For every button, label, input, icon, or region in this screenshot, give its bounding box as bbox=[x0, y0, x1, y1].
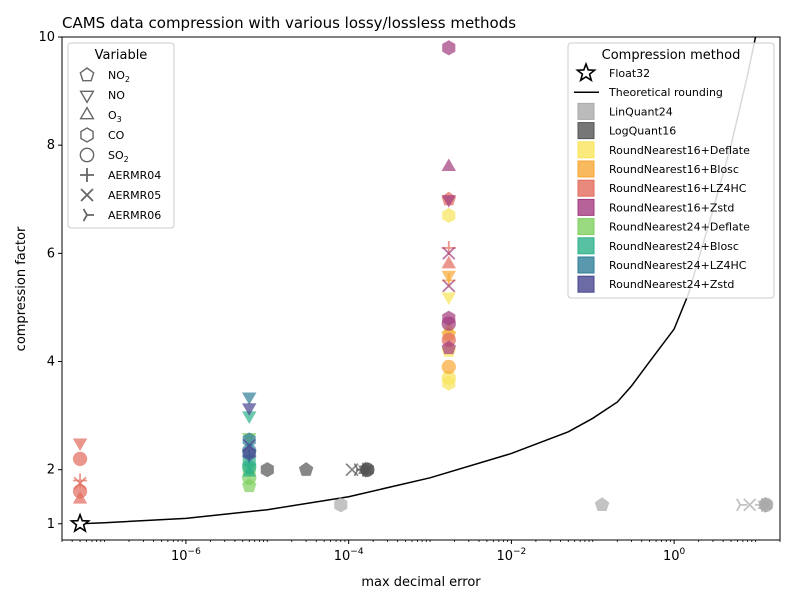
data-point bbox=[241, 403, 257, 416]
legend-marker-triangle-up bbox=[79, 106, 95, 120]
data-point bbox=[72, 451, 88, 467]
data-point bbox=[241, 464, 257, 477]
legend-method-label: Theoretical rounding bbox=[608, 86, 723, 99]
x-tick-label: 100 bbox=[663, 547, 686, 564]
series-roundnearest16-lz4hc bbox=[72, 191, 457, 504]
legend-method-label: RoundNearest24+Blosc bbox=[609, 240, 739, 253]
data-point bbox=[334, 497, 348, 513]
legend-method-label: LinQuant24 bbox=[609, 105, 673, 118]
series-linquant24 bbox=[334, 496, 774, 514]
y-tick-label: 6 bbox=[47, 246, 55, 261]
data-point bbox=[735, 498, 748, 512]
data-point bbox=[441, 316, 456, 331]
data-point bbox=[441, 359, 456, 375]
legend-color-swatch bbox=[577, 122, 595, 140]
y-axis-label: compression factor bbox=[14, 226, 29, 351]
data-point bbox=[241, 392, 257, 406]
x-axis-label: max decimal error bbox=[361, 575, 481, 590]
legend-marker-pentagon bbox=[79, 67, 95, 82]
legend-marker-plus bbox=[80, 168, 94, 182]
legend-variable-label: CO bbox=[108, 129, 125, 142]
y-tick-label: 8 bbox=[47, 138, 55, 153]
legend-method-box bbox=[567, 42, 775, 299]
data-point bbox=[242, 445, 256, 462]
data-point bbox=[298, 462, 314, 476]
y-tick-label: 10 bbox=[38, 30, 55, 45]
legend-variable-label: NO2 bbox=[108, 69, 130, 84]
legend-color-swatch bbox=[577, 160, 595, 178]
y-tick-label: 1 bbox=[47, 517, 55, 532]
x-tick-label: 10−2 bbox=[496, 547, 526, 564]
legend-marker-x bbox=[80, 188, 94, 202]
float32-point bbox=[69, 512, 91, 533]
legend-variable: Variable NO2 NO O3 CO SO2 AERMR04 AERMR05 AERMR0… bbox=[67, 42, 175, 229]
legend-color-swatch bbox=[577, 218, 595, 236]
legend-method-label: LogQuant16 bbox=[609, 125, 676, 138]
data-point bbox=[360, 462, 375, 477]
legend-marker-circle bbox=[79, 147, 95, 163]
legend-method-title: Compression method bbox=[602, 48, 741, 63]
legend-marker-tri bbox=[82, 208, 94, 222]
points-layer bbox=[69, 40, 774, 533]
data-point bbox=[758, 497, 774, 512]
series-roundnearest24-zstd bbox=[241, 403, 257, 462]
legend-color-swatch bbox=[577, 237, 595, 255]
legend-variable-box bbox=[67, 42, 175, 229]
series-roundnearest16-zstd bbox=[441, 40, 457, 355]
data-point bbox=[72, 438, 88, 451]
legend-variable-label: AERMR05 bbox=[108, 189, 161, 202]
legend-method: Compression method Float32 Theoretical rou… bbox=[567, 42, 775, 299]
legend-color-swatch bbox=[577, 179, 595, 197]
plot-frame bbox=[61, 36, 781, 541]
data-point bbox=[241, 478, 257, 493]
legend-method-label: RoundNearest16+Blosc bbox=[609, 163, 739, 176]
legend-variable-title: Variable bbox=[95, 48, 148, 63]
y-axis-ticks: 1 2 4 6 8 10 bbox=[38, 30, 62, 532]
data-point bbox=[260, 462, 274, 478]
data-point bbox=[72, 491, 88, 504]
legend-marker-triangle-down bbox=[79, 90, 95, 104]
y-tick-label: 4 bbox=[47, 355, 55, 370]
legend-variable-label: AERMR04 bbox=[108, 169, 161, 182]
legend-method-label: RoundNearest24+Deflate bbox=[609, 221, 750, 234]
legend-method-label: RoundNearest16+LZ4HC bbox=[609, 182, 747, 195]
legend-color-swatch bbox=[577, 256, 595, 274]
legend-variable-label: NO bbox=[108, 89, 125, 102]
data-point bbox=[441, 158, 457, 171]
x-tick-label: 10−6 bbox=[171, 547, 201, 564]
data-point bbox=[442, 246, 456, 260]
legend-method-label: RoundNearest24+Zstd bbox=[609, 278, 734, 291]
x-axis-ticks: 10−6 10−4 10−2 100 bbox=[61, 540, 781, 564]
legend-color-swatch bbox=[577, 141, 595, 159]
legend-float32-star bbox=[575, 61, 597, 83]
legend-method-label: RoundNearest16+Deflate bbox=[609, 144, 750, 157]
data-point bbox=[743, 498, 757, 512]
legend-method-label: RoundNearest16+Zstd bbox=[609, 201, 734, 214]
data-point bbox=[441, 292, 457, 305]
data-point bbox=[442, 207, 456, 224]
y-tick-label: 2 bbox=[47, 463, 55, 478]
data-point bbox=[442, 279, 456, 293]
data-point bbox=[441, 195, 457, 208]
legend-variable-label: SO2 bbox=[108, 149, 129, 164]
legend-color-swatch bbox=[577, 275, 595, 293]
legend-variable-label: AERMR06 bbox=[108, 209, 161, 222]
legend-variable-label: O3 bbox=[108, 109, 122, 124]
legend-method-label: Float32 bbox=[609, 67, 650, 80]
chart-title: CAMS data compression with various lossy… bbox=[62, 14, 516, 32]
legend-color-swatch bbox=[577, 102, 595, 120]
data-point bbox=[441, 340, 457, 355]
series-logquant16 bbox=[260, 461, 375, 479]
legend-method-label: RoundNearest24+LZ4HC bbox=[609, 259, 747, 272]
x-tick-label: 10−4 bbox=[334, 547, 364, 564]
data-point bbox=[442, 40, 456, 56]
legend-color-swatch bbox=[577, 198, 595, 216]
data-point bbox=[594, 497, 610, 511]
legend-marker-hexagon bbox=[80, 127, 94, 143]
data-point bbox=[441, 255, 457, 269]
